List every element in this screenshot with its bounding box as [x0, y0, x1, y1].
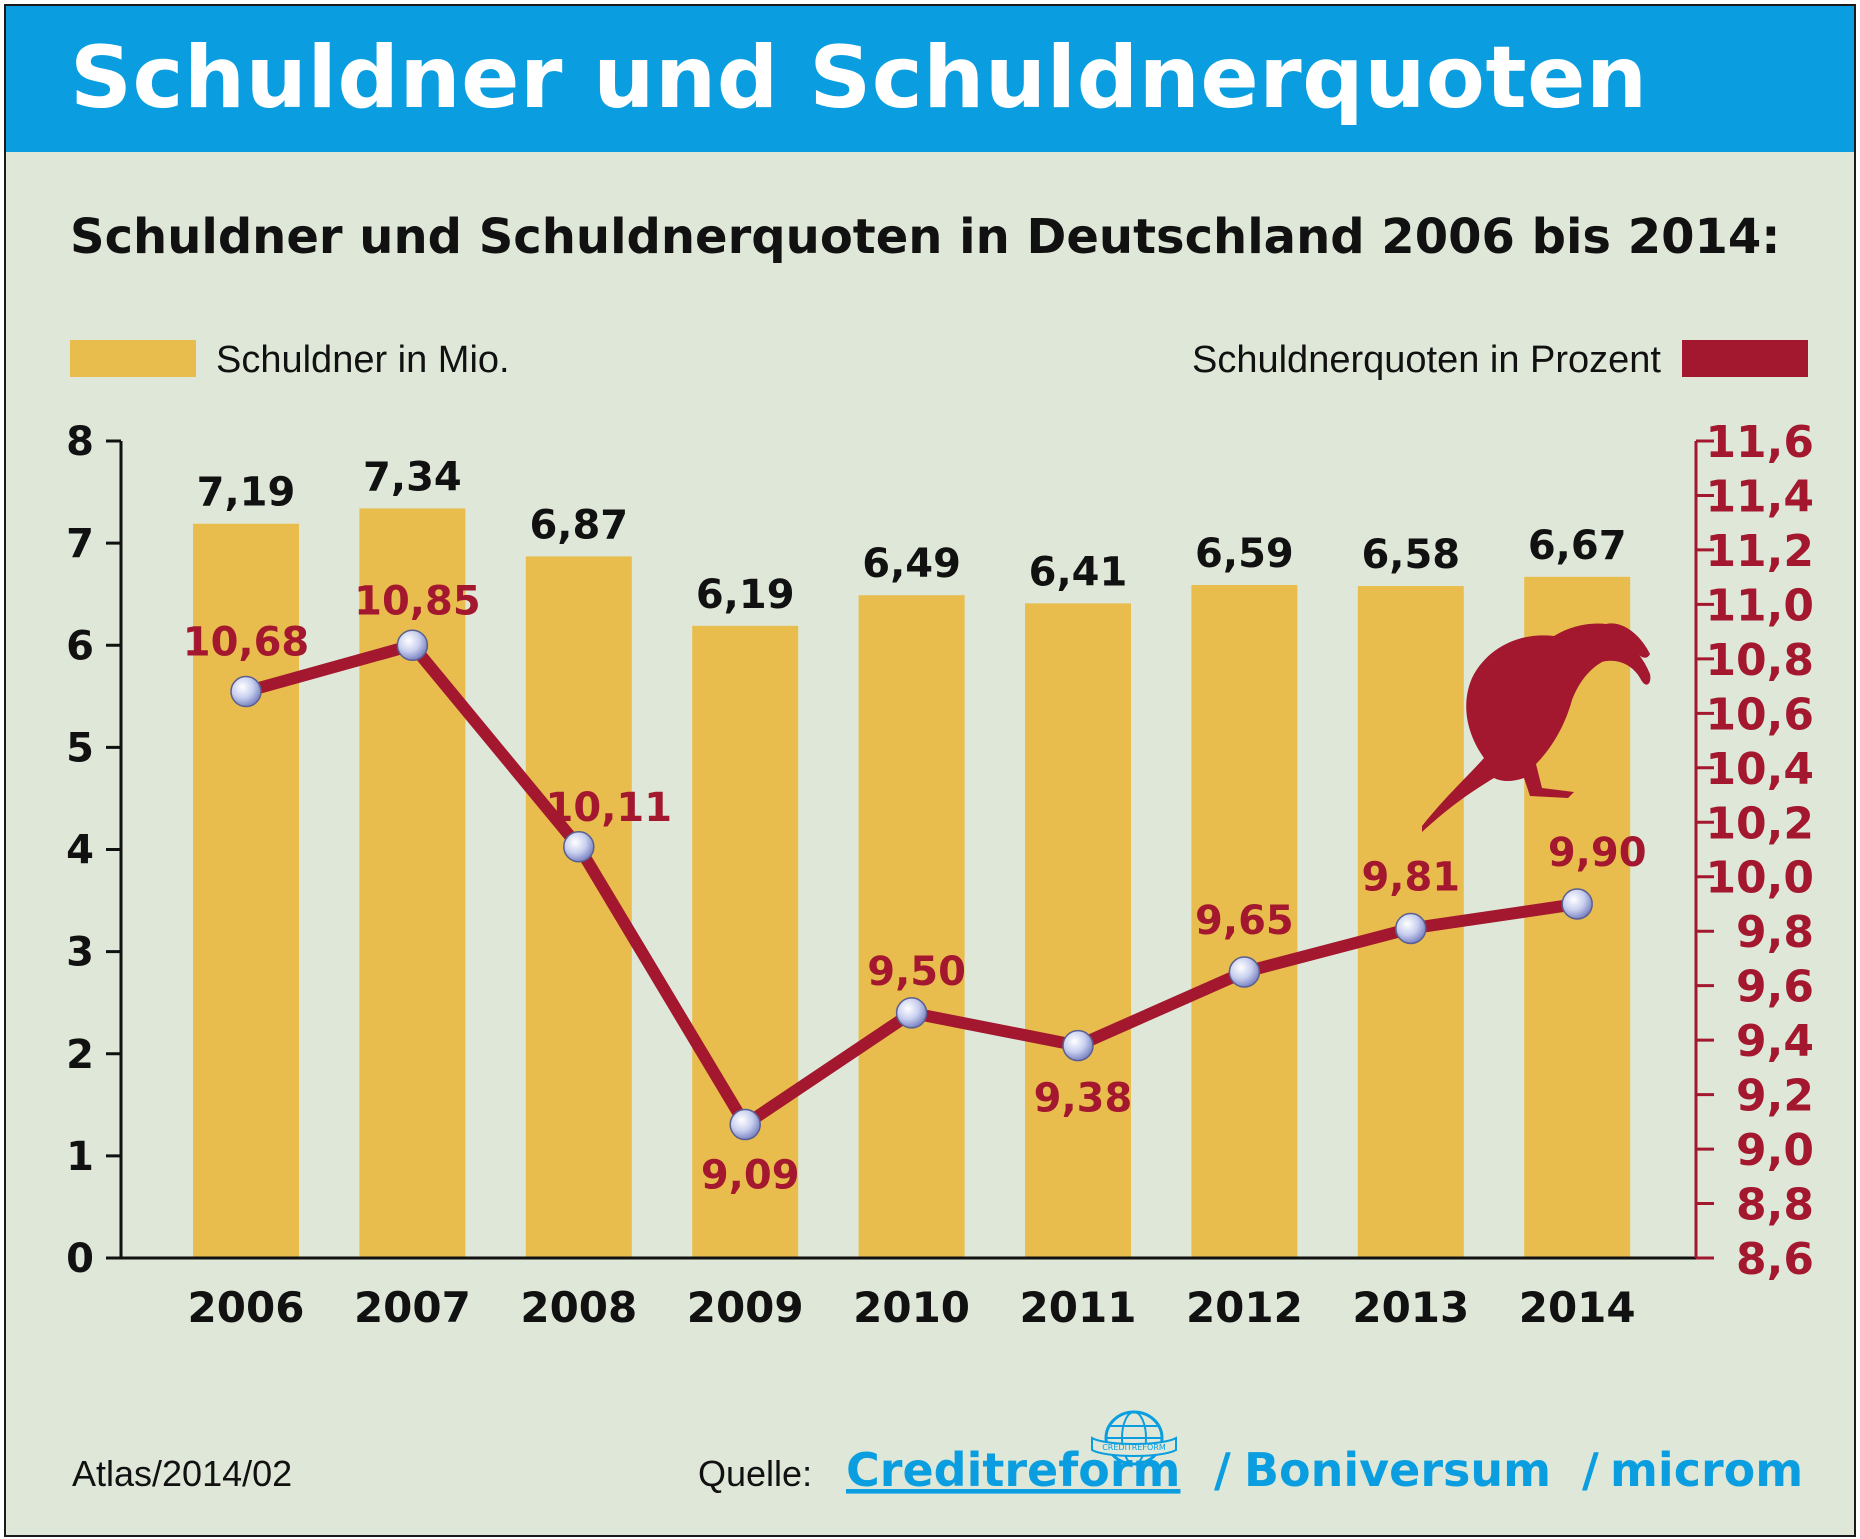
creditreform-logo: CREDITREFORM — [1091, 1410, 1177, 1466]
y-left-tick-label: 3 — [66, 930, 94, 976]
chart-title: Schuldner und Schuldnerquoten in Deutsch… — [70, 209, 1781, 265]
bar — [1191, 584, 1298, 1258]
y-right-tick-label: 10,4 — [1705, 744, 1814, 795]
line-value-label: 10,68 — [183, 620, 310, 666]
source-boniversum: Boniversum — [1244, 1443, 1551, 1497]
y-right-tick-label: 9,4 — [1736, 1016, 1814, 1067]
x-tick-label: 2007 — [354, 1283, 471, 1332]
bar-value-label: 6,59 — [1195, 531, 1294, 577]
creditreform-logo-text: CREDITREFORM — [1102, 1443, 1166, 1452]
legend-bar-swatch — [70, 340, 196, 377]
y-left-tick-label: 7 — [66, 521, 94, 567]
y-left-tick-label: 4 — [66, 828, 94, 874]
title-banner: Schuldner und Schuldnerquoten — [6, 6, 1854, 152]
line-value-label: 9,65 — [1195, 898, 1294, 944]
y-right-tick-label: 11,6 — [1705, 417, 1814, 468]
y-right-tick-label: 10,0 — [1705, 853, 1814, 904]
bar-value-label: 7,34 — [363, 454, 462, 500]
line-point — [230, 675, 262, 708]
bar-value-label: 7,19 — [197, 470, 296, 516]
line-point — [396, 629, 429, 661]
line-point — [1395, 912, 1427, 945]
bar-value-label: 6,19 — [696, 572, 795, 618]
line-value-label: 10,11 — [546, 785, 673, 831]
x-tick-label: 2006 — [188, 1283, 305, 1332]
line-value-label: 9,90 — [1548, 830, 1647, 876]
y-left-tick-label: 2 — [66, 1032, 94, 1078]
banner-title: Schuldner und Schuldnerquoten — [70, 28, 1648, 128]
y-right-tick-label: 11,4 — [1705, 471, 1814, 522]
y-left-tick-label: 1 — [66, 1134, 94, 1180]
line-value-label: 9,09 — [701, 1153, 800, 1199]
x-tick-label: 2012 — [1186, 1283, 1303, 1332]
legend-line-label: Schuldnerquoten in Prozent — [1192, 339, 1661, 381]
infographic-frame: Schuldner und Schuldnerquoten Schuldner … — [4, 4, 1856, 1537]
chart-canvas: Schuldner und Schuldnerquoten in Deutsch… — [66, 209, 1814, 1497]
x-tick-label: 2010 — [853, 1283, 970, 1332]
source-separator-1: / — [1214, 1443, 1231, 1497]
line-value-label: 9,81 — [1361, 854, 1460, 900]
line-point — [1561, 888, 1593, 920]
line-value-label: 10,85 — [354, 578, 481, 624]
legend-bar-label: Schuldner in Mio. — [216, 339, 510, 381]
plot-area: 0123456788,68,89,09,29,49,69,810,010,210… — [66, 417, 1814, 1332]
line-point — [1062, 1029, 1094, 1062]
line-point — [729, 1108, 761, 1141]
bar — [193, 523, 299, 1258]
y-right-tick-label: 10,6 — [1705, 689, 1814, 740]
line-value-label: 9,38 — [1034, 1076, 1133, 1122]
line-point — [895, 997, 928, 1029]
y-left-tick-label: 8 — [66, 419, 94, 465]
y-left-tick-label: 6 — [66, 623, 94, 669]
y-right-tick-label: 11,2 — [1705, 526, 1814, 577]
source-microm: microm — [1610, 1443, 1803, 1497]
x-tick-label: 2011 — [1020, 1283, 1137, 1332]
y-right-tick-label: 8,8 — [1736, 1180, 1814, 1231]
x-tick-label: 2014 — [1519, 1283, 1636, 1332]
line-point — [1228, 956, 1261, 988]
line-point — [563, 831, 595, 863]
y-right-tick-label: 9,6 — [1736, 962, 1814, 1013]
line-value-label: 9,50 — [867, 949, 966, 995]
bar — [1025, 603, 1131, 1258]
y-right-tick-label: 8,6 — [1736, 1234, 1814, 1285]
y-right-tick-label: 9,0 — [1736, 1125, 1814, 1176]
bar-value-label: 6,67 — [1528, 523, 1627, 569]
legend-line-swatch — [1682, 340, 1808, 377]
x-tick-label: 2013 — [1352, 1283, 1469, 1332]
bar — [858, 595, 965, 1258]
y-left-tick-label: 0 — [66, 1236, 94, 1282]
footer-code: Atlas/2014/02 — [72, 1453, 292, 1494]
bar-value-label: 6,41 — [1029, 549, 1128, 595]
y-right-tick-label: 10,8 — [1705, 635, 1814, 686]
svg-text:Creditreform / Bon: Creditreform / Boniversum / microm — [846, 1443, 1803, 1497]
bar — [692, 625, 799, 1258]
x-tick-label: 2008 — [520, 1283, 637, 1332]
y-right-tick-label: 11,0 — [1705, 580, 1814, 631]
y-right-tick-label: 10,2 — [1705, 798, 1814, 849]
source-separator-2: / — [1582, 1443, 1599, 1497]
y-left-tick-label: 5 — [66, 725, 94, 771]
y-right-tick-label: 9,8 — [1736, 907, 1814, 958]
footer-source-label: Quelle: — [698, 1453, 812, 1494]
vulture-icon — [1422, 623, 1651, 832]
x-tick-label: 2009 — [687, 1283, 804, 1332]
y-right-tick-label: 9,2 — [1736, 1071, 1814, 1122]
bar-value-label: 6,87 — [529, 502, 628, 548]
bar-value-label: 6,58 — [1361, 532, 1460, 578]
bar-value-label: 6,49 — [862, 541, 961, 587]
source-creditreform: Creditreform — [846, 1443, 1180, 1497]
